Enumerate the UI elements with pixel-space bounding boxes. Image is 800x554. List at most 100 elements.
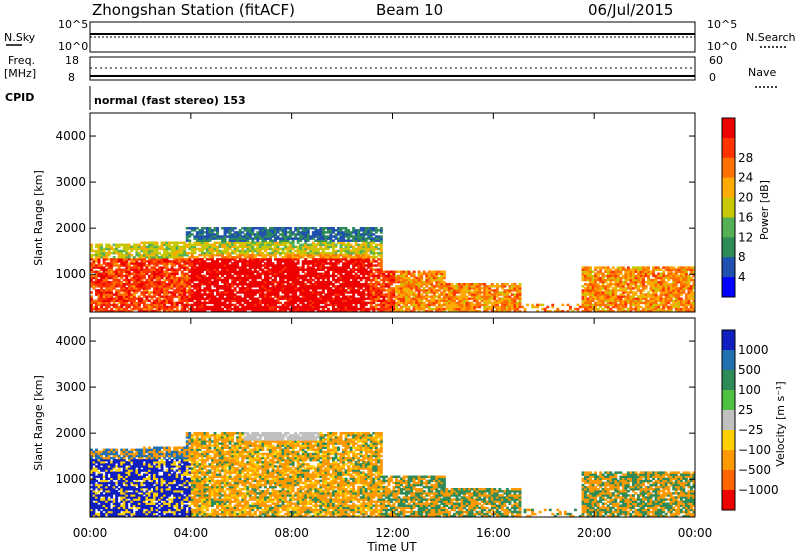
power-cell (276, 235, 280, 238)
power-cell (236, 249, 240, 253)
power-cell (304, 309, 308, 313)
power-cell (291, 301, 295, 305)
power-cell (195, 247, 199, 251)
power-cell (120, 307, 124, 311)
power-cell (417, 270, 421, 274)
power-cell (334, 299, 338, 303)
power-cell (271, 280, 275, 284)
power-cell (274, 270, 277, 274)
power-cell (445, 295, 449, 298)
power-cell (271, 262, 275, 265)
power-cell (271, 303, 275, 307)
power-cell (364, 272, 368, 276)
power-cell (145, 289, 149, 292)
power-cell (389, 295, 393, 298)
power-cell (301, 243, 305, 247)
power-cell (301, 247, 305, 251)
power-cell (311, 243, 315, 247)
power-cell (299, 245, 303, 249)
power-cell (417, 305, 421, 309)
power-cell (329, 297, 333, 300)
power-cell (304, 268, 308, 271)
power-cell (304, 249, 308, 253)
power-cell (226, 256, 230, 259)
power-cell (147, 282, 151, 286)
power-cell (354, 282, 358, 286)
power-cell (241, 241, 245, 244)
power-cell (132, 266, 136, 269)
power-cell (165, 287, 169, 290)
power-cell (495, 305, 499, 309)
power-cell (150, 278, 154, 282)
power-cell (165, 305, 169, 309)
power-cell (379, 239, 383, 242)
power-cell (314, 243, 318, 247)
power-cell (183, 309, 187, 313)
power-cell (279, 295, 282, 298)
power-cell (314, 231, 318, 234)
power-cell (326, 227, 330, 230)
power-cell (402, 280, 406, 284)
power-cell (238, 237, 242, 240)
power-cell (357, 260, 361, 263)
beam-label: Beam 10 (376, 1, 443, 19)
power-cell (584, 278, 587, 282)
power-cell (155, 264, 159, 267)
power-cell (566, 303, 570, 307)
power-cell (624, 291, 628, 294)
power-cell (352, 260, 356, 263)
power-cell (90, 299, 93, 303)
power-cell (203, 289, 207, 292)
power-cell (263, 245, 267, 249)
power-cell (155, 291, 159, 294)
power-cell (407, 309, 411, 313)
power-cell (147, 278, 151, 282)
power-cell (485, 299, 489, 303)
power-cell (122, 301, 126, 305)
power-cell (352, 249, 356, 253)
power-cell (132, 287, 136, 290)
power-cell (309, 272, 313, 276)
power-cell (238, 289, 242, 292)
power-cell (92, 307, 96, 311)
power-cell (337, 289, 340, 292)
power-cell (503, 289, 507, 292)
power-cell (316, 235, 320, 238)
power-cell (284, 229, 288, 232)
power-cell (218, 241, 222, 244)
power-cell (125, 266, 129, 269)
power-cell (402, 297, 406, 300)
freq-left-tick-bottom: 8 (68, 71, 75, 84)
power-cell (344, 285, 348, 288)
power-cell (405, 287, 409, 290)
power-cell (107, 262, 111, 265)
power-cell (140, 247, 144, 251)
power-cell (158, 309, 161, 313)
power-cell (591, 285, 595, 288)
power-cell (112, 247, 116, 251)
power-cell (319, 285, 323, 288)
power-cell (208, 305, 212, 309)
power-cell (155, 241, 159, 244)
power-cell (284, 280, 288, 284)
power-cell (619, 309, 623, 313)
power-cell (122, 291, 126, 294)
power-cell (430, 274, 434, 278)
power-cell (364, 282, 368, 286)
power-cell (107, 303, 111, 307)
power-cell (382, 293, 386, 296)
power-cell (594, 274, 598, 278)
power-cell (203, 282, 207, 286)
power-cell (263, 303, 267, 307)
power-cell (223, 227, 227, 230)
power-cell (601, 274, 605, 278)
power-cell (311, 245, 315, 249)
power-cell (440, 272, 444, 276)
power-cell (97, 280, 101, 284)
power-cell (357, 233, 361, 236)
power-cell (142, 243, 146, 247)
power-cell (238, 243, 242, 247)
power-cell (117, 249, 121, 253)
power-cell (415, 289, 419, 292)
power-cell (604, 268, 608, 271)
